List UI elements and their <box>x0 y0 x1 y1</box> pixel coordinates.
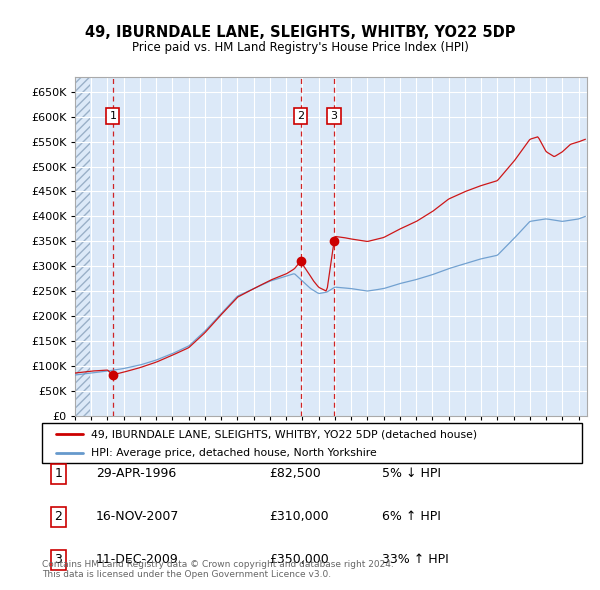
Text: 1: 1 <box>54 467 62 480</box>
Text: 2: 2 <box>54 510 62 523</box>
Text: 3: 3 <box>331 111 337 121</box>
Text: 5% ↓ HPI: 5% ↓ HPI <box>382 467 441 480</box>
Text: 29-APR-1996: 29-APR-1996 <box>96 467 176 480</box>
Text: 2: 2 <box>297 111 304 121</box>
Text: HPI: Average price, detached house, North Yorkshire: HPI: Average price, detached house, Nort… <box>91 448 376 458</box>
Text: £310,000: £310,000 <box>269 510 328 523</box>
Text: 33% ↑ HPI: 33% ↑ HPI <box>382 553 449 566</box>
Text: 3: 3 <box>54 553 62 566</box>
Text: £350,000: £350,000 <box>269 553 329 566</box>
FancyBboxPatch shape <box>42 423 582 463</box>
Text: Contains HM Land Registry data © Crown copyright and database right 2024.
This d: Contains HM Land Registry data © Crown c… <box>42 560 394 579</box>
Text: 49, IBURNDALE LANE, SLEIGHTS, WHITBY, YO22 5DP: 49, IBURNDALE LANE, SLEIGHTS, WHITBY, YO… <box>85 25 515 40</box>
Text: 49, IBURNDALE LANE, SLEIGHTS, WHITBY, YO22 5DP (detached house): 49, IBURNDALE LANE, SLEIGHTS, WHITBY, YO… <box>91 430 477 440</box>
Bar <box>75 77 90 416</box>
Text: 16-NOV-2007: 16-NOV-2007 <box>96 510 179 523</box>
Text: 1: 1 <box>109 111 116 121</box>
Text: 6% ↑ HPI: 6% ↑ HPI <box>382 510 441 523</box>
Text: £82,500: £82,500 <box>269 467 320 480</box>
Text: Price paid vs. HM Land Registry's House Price Index (HPI): Price paid vs. HM Land Registry's House … <box>131 41 469 54</box>
Text: 11-DEC-2009: 11-DEC-2009 <box>96 553 179 566</box>
